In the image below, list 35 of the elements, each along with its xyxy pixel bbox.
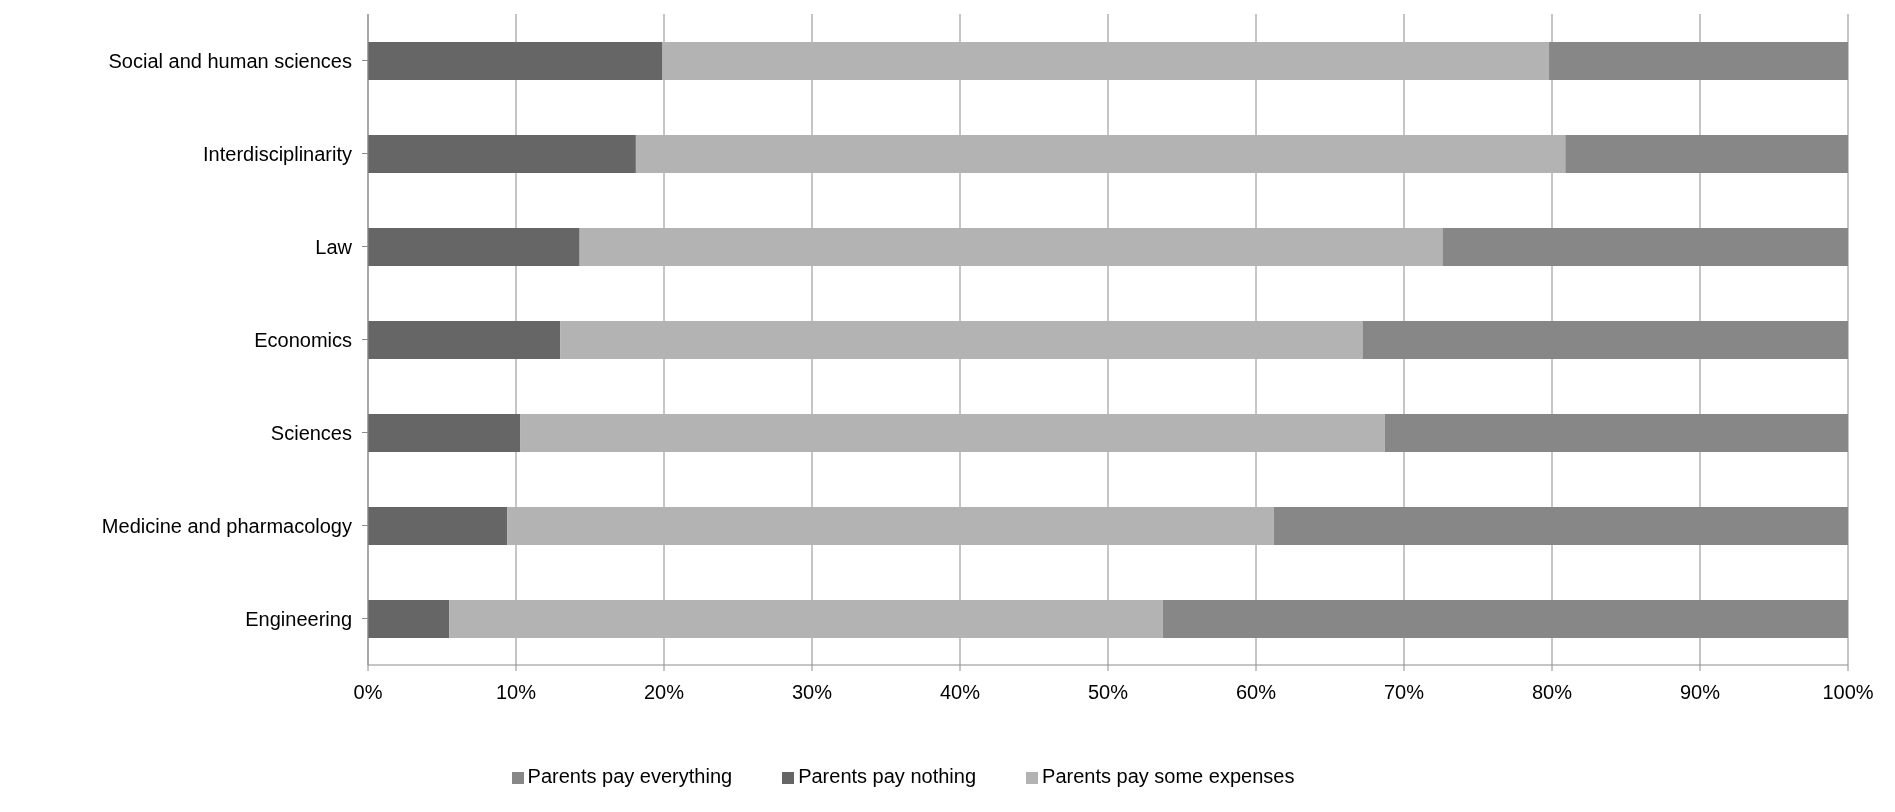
- x-tick-label: 10%: [495, 681, 537, 704]
- x-tick-label: 0%: [353, 681, 383, 704]
- y-tick-label: Engineering: [245, 607, 352, 630]
- bar: [662, 42, 1550, 80]
- bar: [507, 507, 1274, 545]
- x-tick-label: 100%: [1822, 681, 1874, 704]
- x-tick-label: 90%: [1679, 681, 1721, 704]
- x-tick-label: 70%: [1383, 681, 1425, 704]
- bar: [368, 135, 636, 173]
- x-tick-label: 60%: [1235, 681, 1277, 704]
- x-tick-label: 20%: [643, 681, 685, 704]
- legend-label: Parents pay some expenses: [1042, 765, 1295, 787]
- bar: [560, 321, 1363, 359]
- y-tick-label: Interdisciplinarity: [203, 142, 352, 165]
- y-tick-label: Medicine and pharmacology: [101, 514, 352, 537]
- y-tick-label: Social and human sciences: [108, 49, 352, 72]
- x-tick-label: 40%: [939, 681, 981, 704]
- y-tick-label: Economics: [254, 328, 352, 351]
- x-tick-label: 80%: [1531, 681, 1573, 704]
- y-tick-label: Law: [315, 235, 353, 258]
- bar: [368, 228, 580, 266]
- x-tick-label: 50%: [1087, 681, 1129, 704]
- y-tick-label: Sciences: [270, 421, 352, 444]
- bar: [368, 414, 521, 452]
- x-tick-label: 30%: [791, 681, 833, 704]
- bar: [449, 600, 1163, 638]
- bar: [368, 507, 508, 545]
- bar: [579, 228, 1443, 266]
- bar: [520, 414, 1385, 452]
- legend-label: Parents pay nothing: [798, 765, 977, 787]
- bar: [368, 600, 450, 638]
- legend-label: Parents pay everything: [527, 765, 733, 787]
- bar: [368, 321, 561, 359]
- bar: [635, 135, 1566, 173]
- bar: [368, 42, 663, 80]
